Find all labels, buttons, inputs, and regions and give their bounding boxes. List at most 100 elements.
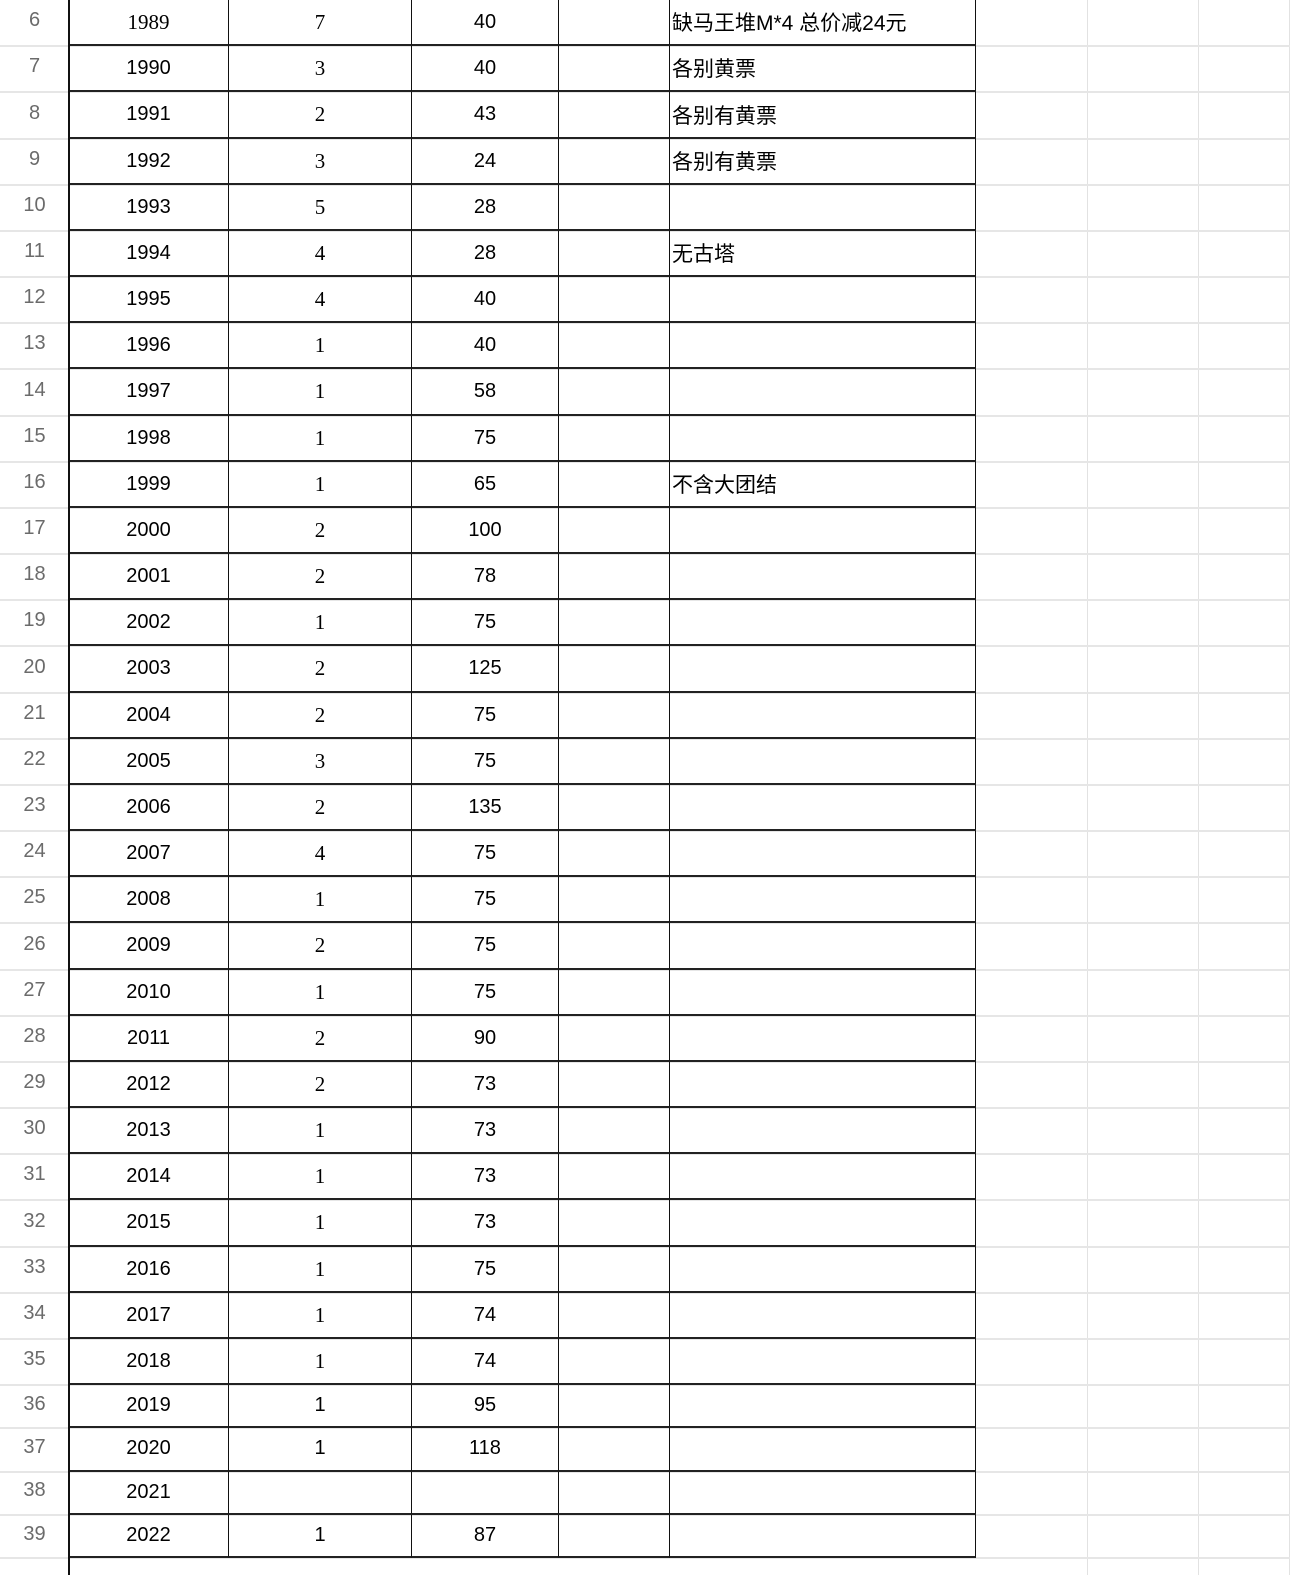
cell-price[interactable]: 87	[412, 1514, 559, 1559]
row-header[interactable]: 35	[23, 1348, 46, 1370]
cell-e[interactable]	[559, 970, 670, 1016]
cell-e[interactable]	[559, 600, 670, 646]
cell-count[interactable]: 3	[229, 139, 412, 185]
cell-e[interactable]	[559, 462, 670, 508]
cell-year[interactable]: 2006	[69, 785, 229, 831]
cell-price[interactable]: 65	[412, 462, 559, 508]
cell-e[interactable]	[559, 1514, 670, 1559]
cell-e[interactable]	[559, 0, 670, 46]
cell-year[interactable]: 2018	[69, 1339, 229, 1385]
row-header[interactable]: 10	[23, 194, 46, 216]
cell-count[interactable]: 2	[229, 693, 412, 739]
cell-year[interactable]: 2005	[69, 739, 229, 785]
row-header[interactable]: 19	[23, 609, 46, 631]
cell-year[interactable]: 2014	[69, 1154, 229, 1200]
cell-year[interactable]: 2021	[69, 1471, 229, 1515]
cell-count[interactable]: 2	[229, 646, 412, 693]
cell-note[interactable]	[670, 416, 976, 462]
cell-price[interactable]: 74	[412, 1293, 559, 1339]
row-header[interactable]: 28	[23, 1025, 46, 1047]
cell-note[interactable]	[670, 1108, 976, 1154]
cell-note[interactable]	[670, 554, 976, 600]
cell-year[interactable]: 1999	[69, 462, 229, 508]
row-header[interactable]: 15	[23, 425, 46, 447]
cell-price[interactable]: 125	[412, 646, 559, 693]
cell-note[interactable]	[670, 877, 976, 923]
cell-note[interactable]	[670, 1428, 976, 1472]
row-header[interactable]: 20	[23, 655, 46, 678]
cell-e[interactable]	[559, 139, 670, 185]
cell-e[interactable]	[559, 554, 670, 600]
cell-price[interactable]: 90	[412, 1016, 559, 1062]
row-header[interactable]: 27	[23, 979, 46, 1001]
cell-year[interactable]: 2022	[69, 1514, 229, 1559]
cell-e[interactable]	[559, 1154, 670, 1200]
cell-year[interactable]: 2001	[69, 554, 229, 600]
cell-note[interactable]	[670, 693, 976, 739]
cell-count[interactable]: 2	[229, 923, 412, 970]
cell-count[interactable]: 1	[229, 1154, 412, 1200]
row-header[interactable]: 9	[28, 148, 41, 170]
cell-e[interactable]	[559, 1339, 670, 1385]
cell-note[interactable]	[670, 1471, 976, 1515]
cell-count[interactable]: 1	[229, 970, 412, 1016]
cell-price[interactable]: 74	[412, 1339, 559, 1385]
cell-note[interactable]	[670, 923, 976, 970]
cell-e[interactable]	[559, 785, 670, 831]
cell-note[interactable]: 各别有黄票	[670, 139, 976, 185]
cell-price[interactable]: 75	[412, 877, 559, 923]
cell-count[interactable]: 7	[229, 0, 412, 46]
cell-year[interactable]: 2002	[69, 600, 229, 646]
cell-year[interactable]: 2009	[69, 923, 229, 970]
cell-price[interactable]: 135	[412, 785, 559, 831]
cell-price[interactable]: 95	[412, 1385, 559, 1429]
cell-e[interactable]	[559, 231, 670, 277]
cell-note[interactable]	[670, 646, 976, 693]
cell-year[interactable]: 2007	[69, 831, 229, 877]
row-header[interactable]: 25	[23, 886, 46, 908]
cell-count[interactable]: 1	[229, 416, 412, 462]
cell-e[interactable]	[559, 1293, 670, 1339]
row-header[interactable]: 6	[28, 9, 41, 31]
cell-price[interactable]: 75	[412, 693, 559, 739]
cell-year[interactable]: 2013	[69, 1108, 229, 1154]
cell-count[interactable]: 2	[229, 92, 412, 139]
row-header[interactable]: 29	[23, 1071, 46, 1093]
cell-count[interactable]	[229, 1471, 412, 1515]
cell-count[interactable]: 1	[229, 600, 412, 646]
cell-price[interactable]: 73	[412, 1200, 559, 1247]
row-header[interactable]: 31	[23, 1163, 46, 1185]
row-header[interactable]: 21	[23, 702, 46, 724]
cell-price[interactable]: 75	[412, 1247, 559, 1293]
cell-count[interactable]: 1	[229, 1385, 412, 1429]
cell-count[interactable]: 1	[229, 1514, 412, 1559]
row-header[interactable]: 37	[23, 1435, 46, 1458]
cell-note[interactable]	[670, 508, 976, 554]
cell-count[interactable]: 1	[229, 1339, 412, 1385]
row-header[interactable]: 13	[23, 332, 46, 354]
cell-year[interactable]: 2012	[69, 1062, 229, 1108]
cell-count[interactable]: 1	[229, 369, 412, 416]
cell-note[interactable]: 各别黄票	[670, 46, 976, 92]
cell-price[interactable]: 73	[412, 1062, 559, 1108]
cell-note[interactable]	[670, 831, 976, 877]
cell-year[interactable]: 2020	[69, 1428, 229, 1472]
cell-e[interactable]	[559, 1471, 670, 1515]
cell-e[interactable]	[559, 1385, 670, 1429]
cell-price[interactable]: 100	[412, 508, 559, 554]
cell-price[interactable]: 40	[412, 323, 559, 369]
cell-year[interactable]: 2000	[69, 508, 229, 554]
cell-count[interactable]: 1	[229, 877, 412, 923]
cell-e[interactable]	[559, 1016, 670, 1062]
row-header[interactable]: 17	[23, 517, 46, 539]
cell-count[interactable]: 1	[229, 1293, 412, 1339]
cell-note[interactable]	[670, 1062, 976, 1108]
cell-price[interactable]: 28	[412, 185, 559, 231]
cell-year[interactable]: 2011	[69, 1016, 229, 1062]
cell-count[interactable]: 2	[229, 1016, 412, 1062]
cell-price[interactable]: 73	[412, 1108, 559, 1154]
row-header[interactable]: 39	[23, 1522, 46, 1545]
cell-price[interactable]: 40	[412, 46, 559, 92]
cell-year[interactable]: 1993	[69, 185, 229, 231]
row-header[interactable]: 14	[23, 378, 46, 401]
